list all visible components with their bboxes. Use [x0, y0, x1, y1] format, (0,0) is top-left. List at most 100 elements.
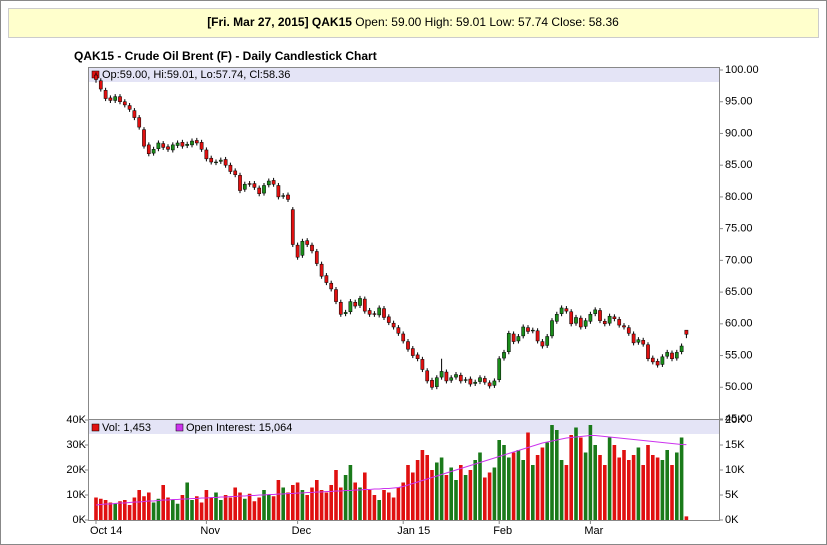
candle-body [578, 317, 583, 328]
candle-body [569, 311, 574, 325]
candle-body [338, 301, 343, 315]
candle-body [684, 329, 689, 335]
candle-body [530, 329, 535, 332]
volume-bar [449, 467, 453, 520]
volume-bar [651, 455, 655, 520]
volume-bar [276, 480, 281, 520]
candle-body [146, 144, 151, 155]
volume-bar [588, 425, 593, 520]
volume-bar [665, 450, 669, 520]
volume-bar [660, 460, 665, 520]
candle-body [497, 358, 502, 380]
candle-body [602, 321, 607, 325]
volume-bar [147, 492, 151, 520]
candle-body [406, 341, 410, 350]
volume-bar [396, 487, 401, 520]
volume-bar [655, 457, 660, 520]
volume-bar [415, 460, 420, 520]
volume-bar [372, 495, 377, 520]
candle-body [535, 330, 540, 342]
volume-bar [286, 492, 290, 520]
volume-bar [679, 437, 684, 520]
candle-body [612, 316, 617, 319]
volume-bar [684, 516, 689, 520]
volume-bar [631, 455, 636, 520]
candle-body [199, 142, 204, 150]
volume-bar [99, 498, 103, 520]
volume-bar [468, 470, 473, 520]
volume-bar [382, 490, 386, 520]
y2-tick-label: 10K [725, 464, 745, 476]
volume-bar [391, 497, 396, 520]
candle-body [161, 143, 166, 148]
y2-tick-label: 0K [725, 514, 739, 526]
y-tick-label: 45.00 [725, 413, 753, 425]
candle-body [545, 336, 550, 346]
candle-body [223, 159, 228, 166]
candle-body [487, 382, 492, 387]
candle-body [151, 149, 156, 154]
candle-body [305, 240, 310, 245]
candle-body [242, 183, 247, 190]
y-tick-label: 80.00 [725, 191, 753, 203]
volume-bar [511, 452, 516, 520]
candle-body [329, 282, 334, 290]
x-tick-label: Jan 15 [397, 525, 430, 537]
candle-body [410, 348, 415, 356]
volume-bar [607, 437, 612, 520]
volume-bar [271, 496, 276, 520]
volume-bar [103, 500, 108, 520]
volume-bar [319, 490, 324, 520]
volume-bar [137, 490, 141, 520]
volume-bar [108, 502, 113, 520]
candle-body [156, 142, 161, 149]
candle-body [598, 310, 602, 321]
volume-bar [161, 485, 165, 520]
candle-body [185, 143, 190, 146]
volume-bar [281, 487, 285, 520]
candle-body [391, 322, 396, 328]
volume-legend-strip [89, 420, 719, 434]
candle-body [473, 381, 478, 384]
volume-bar [540, 447, 545, 520]
volume-bar [175, 503, 180, 520]
candle-body [137, 117, 142, 128]
candle-body [295, 244, 300, 258]
y-tick-label: 10K [66, 489, 86, 501]
candle-body [314, 251, 319, 264]
candle-body [430, 380, 434, 388]
volume-bar [473, 460, 477, 520]
open-interest-line [95, 435, 687, 506]
candle-body [94, 74, 98, 80]
candle-body [641, 340, 646, 345]
candle-body [252, 183, 257, 188]
y2-tick-label: 15K [725, 439, 745, 451]
y-tick-label: 30K [66, 439, 86, 451]
volume-bar [593, 445, 597, 520]
volume-bar [406, 465, 410, 520]
volume-bar [223, 495, 228, 520]
volume-bar [492, 467, 497, 520]
candle-body [238, 175, 242, 191]
ohlc-legend: Op:59.00, Hi:59.01, Lo:57.74, Cl:58.36 [102, 69, 290, 81]
candle-body [382, 308, 386, 318]
candle-body [377, 307, 382, 316]
volume-bar [579, 437, 583, 520]
candle-body [343, 312, 348, 314]
candle-body [262, 185, 266, 194]
volume-bar [113, 503, 117, 520]
volume-bar [204, 490, 209, 520]
volume-bar [334, 470, 338, 520]
candle-body [574, 317, 578, 324]
candle-body [454, 374, 458, 378]
candle-body [492, 380, 497, 386]
y-tick-label: 50.00 [725, 381, 753, 393]
candle-body [502, 352, 506, 359]
x-tick-label: Feb [493, 525, 512, 537]
volume-bar [627, 460, 631, 520]
volume-bar [171, 500, 175, 520]
oi-legend: Open Interest: 15,064 [186, 422, 292, 434]
x-tick-label: Dec [292, 525, 312, 537]
candle-body [468, 378, 473, 385]
volume-bar [94, 497, 98, 520]
